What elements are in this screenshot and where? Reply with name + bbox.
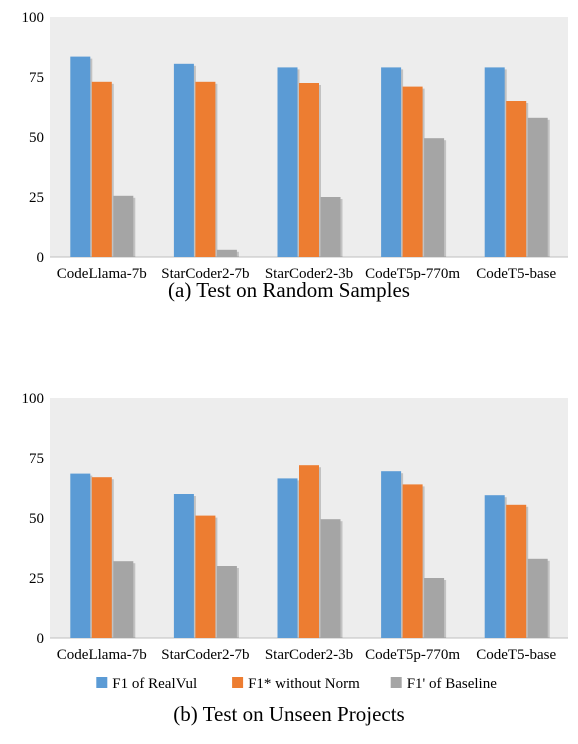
bar	[70, 56, 91, 257]
chart-a-svg: 0 25 50 75 100 CodeLlama-7b StarCoder2-7b StarC…	[22, 10, 568, 280]
bar	[506, 101, 527, 257]
legend-swatch	[390, 677, 402, 688]
chart-unseen-projects: 0 25 50 75 100 CodeLlama-7b StarCoder2-7b StarC…	[0, 372, 578, 744]
legend-swatch	[232, 677, 244, 688]
bar	[381, 67, 402, 258]
y-tick-label: 50	[29, 511, 44, 527]
bar	[402, 484, 423, 638]
y-tick-label: 0	[37, 250, 45, 266]
bar	[484, 495, 505, 638]
bar	[299, 83, 319, 257]
x-tick-label: CodeT5-base	[476, 266, 556, 280]
bar	[320, 197, 341, 257]
x-tick-label: StarCoder2-3b	[265, 266, 353, 280]
bar	[70, 473, 91, 638]
bar	[402, 86, 423, 257]
bar	[299, 465, 319, 638]
bar	[91, 477, 112, 638]
x-tick-label: CodeLlama-7b	[57, 266, 147, 280]
bar	[113, 561, 134, 638]
caption-random-samples: (a) Test on Random Samples	[168, 278, 410, 302]
y-tick-label: 50	[29, 130, 44, 146]
x-tick-label: CodeLlama-7b	[57, 647, 147, 663]
bar	[484, 67, 505, 258]
legend-label: F1* without Norm	[248, 676, 360, 692]
bar	[173, 63, 194, 257]
x-tick-label: StarCoder2-3b	[265, 647, 353, 663]
bar	[277, 67, 298, 258]
bar	[216, 249, 237, 257]
bar	[91, 81, 112, 257]
y-tick-label: 25	[29, 571, 44, 587]
y-tick-label: 75	[29, 451, 44, 467]
bar	[195, 515, 216, 638]
legend-swatch	[96, 677, 108, 688]
y-tick-label: 0	[37, 631, 45, 647]
bar	[424, 138, 445, 257]
caption-unseen-projects: (b) Test on Unseen Projects	[173, 702, 405, 726]
bar	[527, 117, 548, 257]
bar	[113, 195, 134, 257]
y-tick-label: 75	[29, 70, 44, 86]
bar	[424, 578, 445, 638]
x-tick-label: CodeT5-base	[476, 647, 556, 663]
bar	[320, 519, 341, 638]
bar	[506, 504, 527, 638]
x-tick-label: StarCoder2-7b	[161, 647, 249, 663]
bar	[216, 566, 237, 638]
y-tick-label: 25	[29, 190, 44, 206]
y-tick-label: 100	[22, 391, 45, 407]
chart-b-svg: 0 25 50 75 100 CodeLlama-7b StarCoder2-7b StarC…	[22, 391, 568, 692]
bar	[381, 471, 402, 638]
legend-label: F1 of RealVul	[112, 676, 197, 692]
legend-label: F1' of Baseline	[407, 676, 498, 692]
bar	[277, 478, 298, 638]
bar	[173, 494, 194, 638]
x-tick-label: CodeT5p-770m	[365, 266, 460, 280]
y-tick-label: 100	[22, 10, 45, 26]
x-tick-label: StarCoder2-7b	[161, 266, 249, 280]
x-tick-label: CodeT5p-770m	[365, 647, 460, 663]
chart-random-samples: 0 25 50 75 100 CodeLlama-7b StarCoder2-7b StarC…	[22, 10, 568, 302]
bar	[527, 558, 548, 638]
bar	[195, 81, 216, 257]
